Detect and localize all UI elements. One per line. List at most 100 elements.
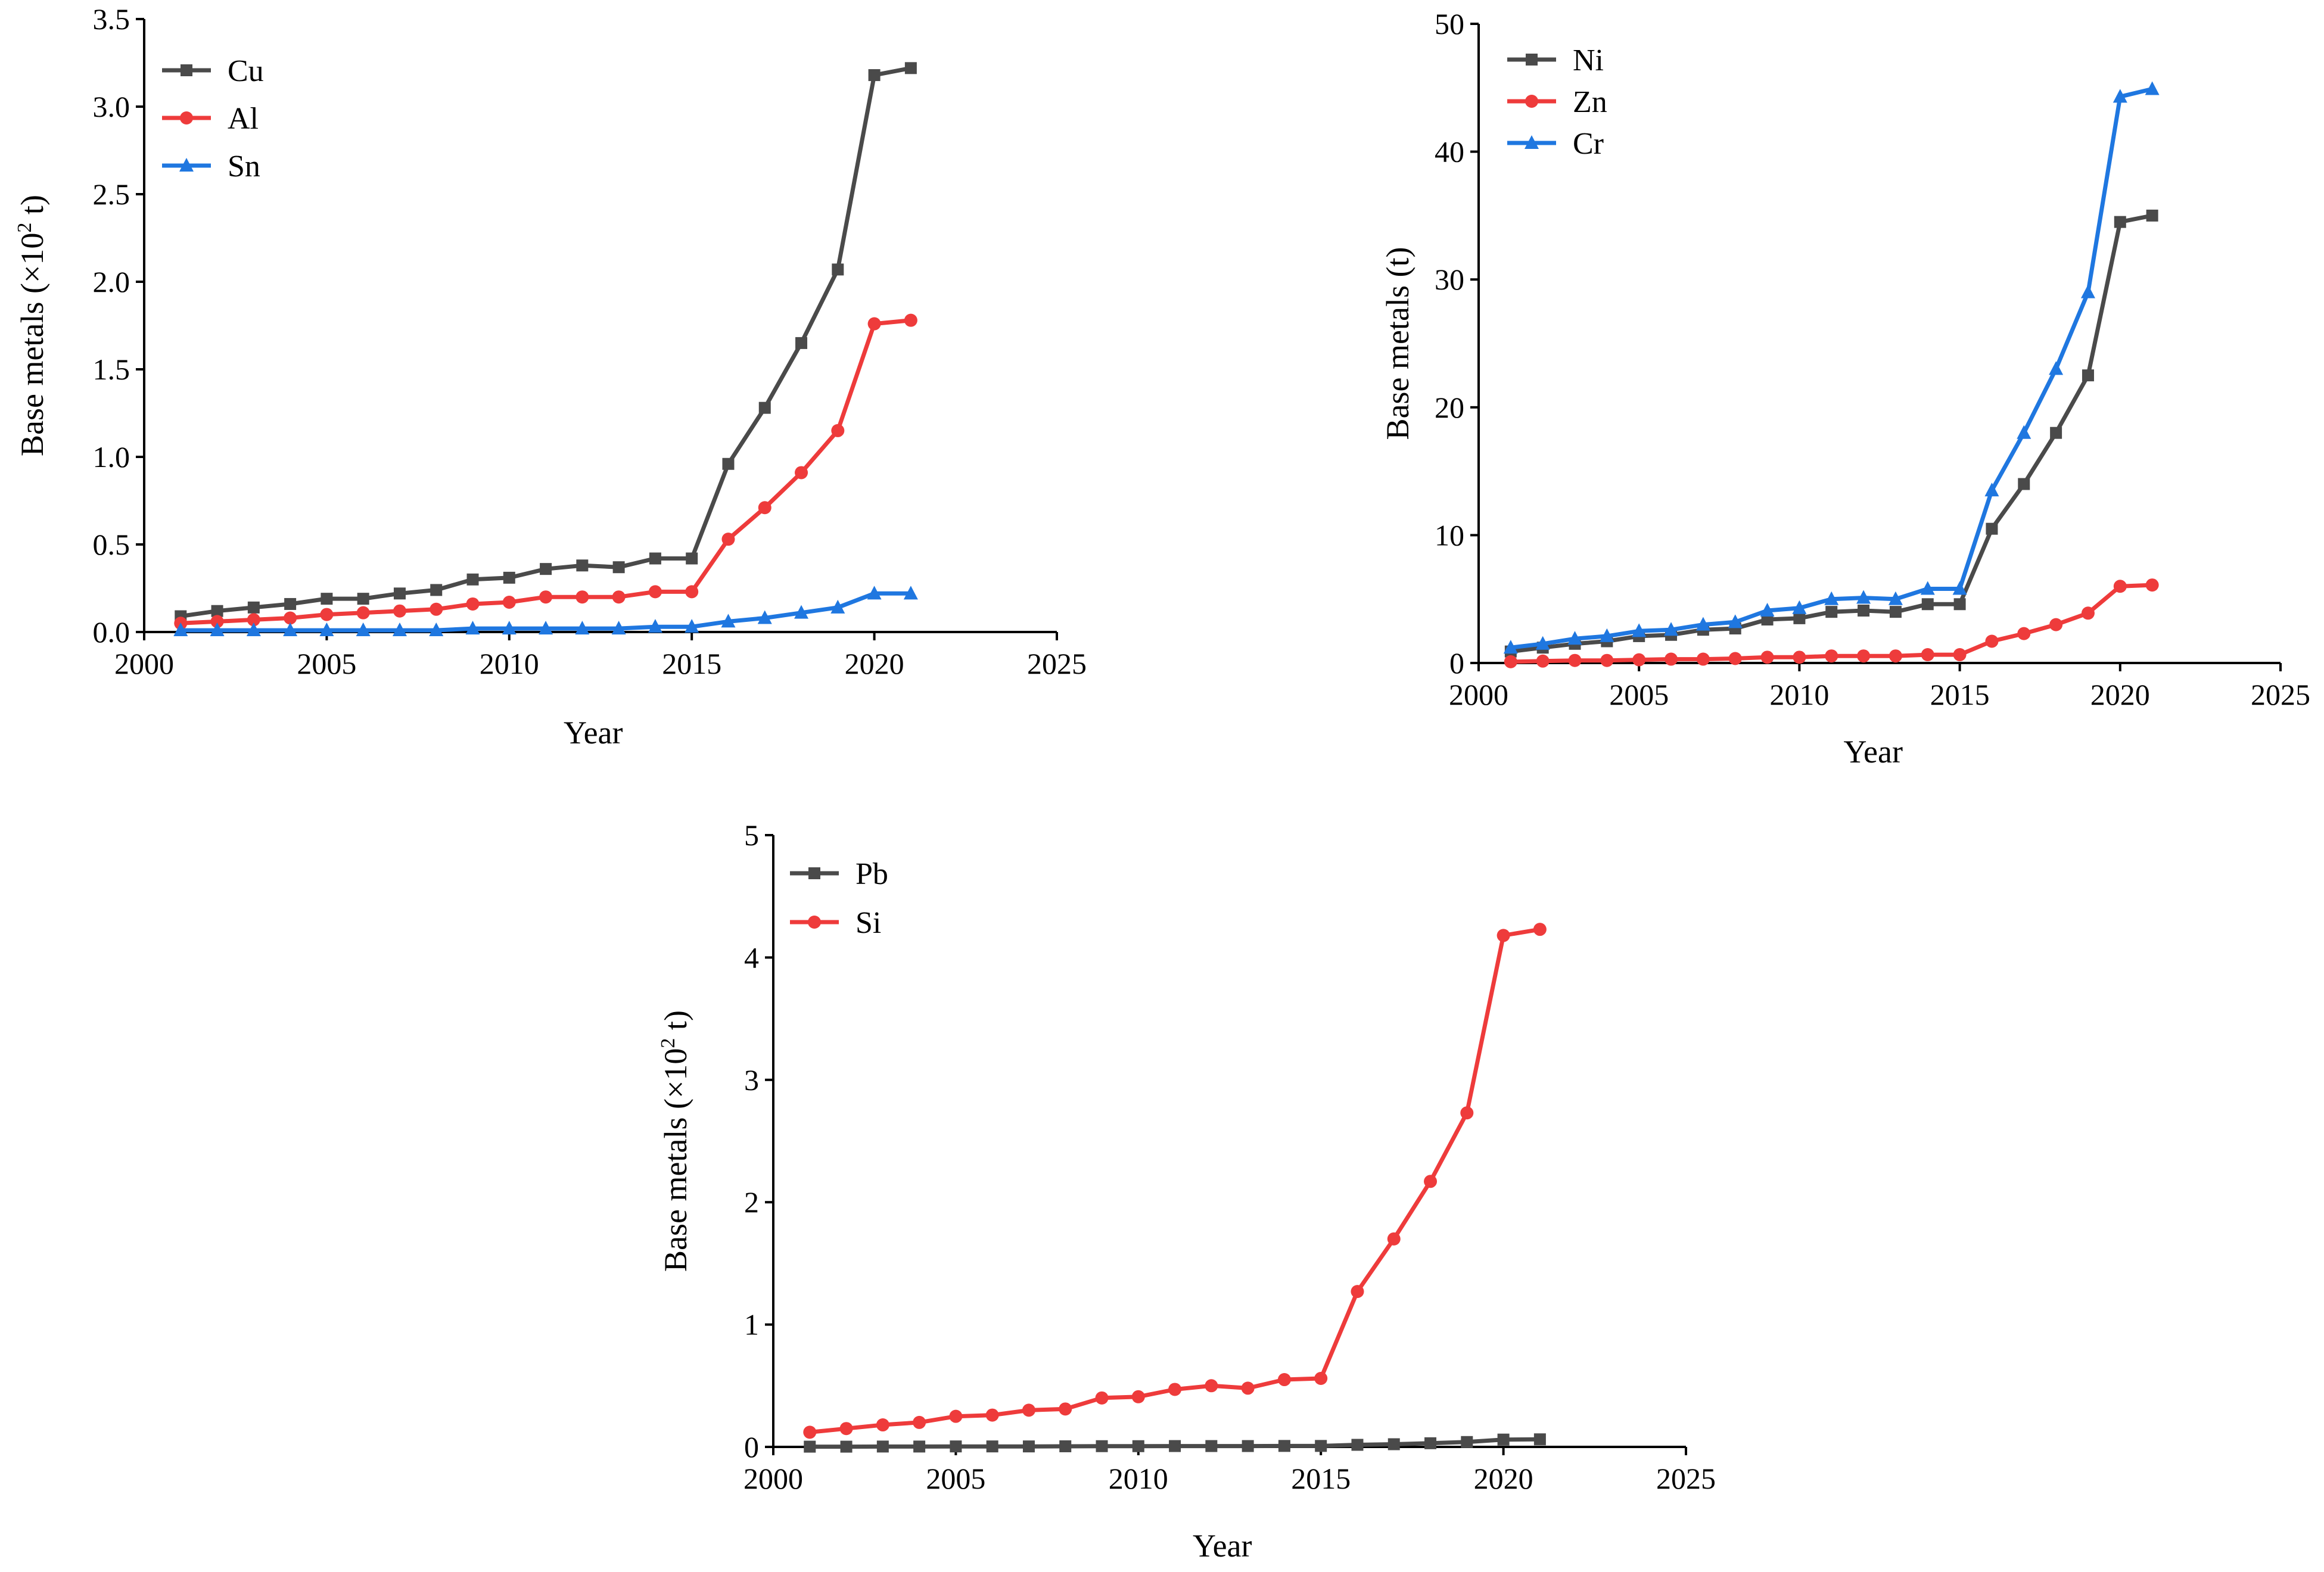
point-al xyxy=(430,602,443,616)
point-pb xyxy=(1424,1437,1437,1449)
y-axis-title: Base metals (t) xyxy=(1380,247,1415,440)
y-tick-label: 0 xyxy=(1449,646,1464,680)
point-cu xyxy=(758,401,771,414)
y-tick-label: 0.5 xyxy=(93,528,130,561)
legend-label-cu: Cu xyxy=(228,54,264,88)
point-zn xyxy=(1536,654,1550,668)
point-cr xyxy=(1695,617,1710,631)
legend-label-al: Al xyxy=(228,102,259,136)
point-si xyxy=(1460,1106,1474,1120)
x-tick-label: 2000 xyxy=(114,647,174,680)
point-cr xyxy=(1824,591,1839,605)
point-cu xyxy=(722,457,735,470)
point-al xyxy=(247,613,260,627)
point-al xyxy=(502,596,516,609)
point-pb xyxy=(1205,1440,1218,1452)
point-zn xyxy=(2081,606,2095,620)
y-tick-label: 1.0 xyxy=(93,440,130,474)
x-tick-label: 2015 xyxy=(1930,678,1990,711)
point-cr xyxy=(1760,603,1775,617)
legend-marker-pb xyxy=(808,867,820,879)
point-cu xyxy=(649,552,661,565)
point-zn xyxy=(1665,652,1678,666)
point-pb xyxy=(1461,1436,1473,1448)
point-pb xyxy=(840,1440,853,1453)
point-zn xyxy=(1953,648,1967,662)
point-si xyxy=(803,1425,817,1439)
point-sn xyxy=(429,622,444,637)
point-cr xyxy=(2017,425,2031,439)
point-zn xyxy=(1793,650,1806,664)
point-sn xyxy=(830,599,845,614)
point-cr xyxy=(1888,591,1903,605)
point-cu xyxy=(686,552,698,565)
x-axis-title: Year xyxy=(564,715,623,751)
point-sn xyxy=(246,622,261,637)
y-tick-label: 10 xyxy=(1435,518,1464,552)
x-axis-title: Year xyxy=(1193,1528,1252,1564)
x-tick-label: 2005 xyxy=(926,1462,985,1495)
point-al xyxy=(320,608,334,621)
point-pb xyxy=(950,1440,962,1453)
point-sn xyxy=(794,605,809,619)
point-ni xyxy=(1953,598,1966,611)
point-si xyxy=(1022,1403,1035,1417)
point-cu xyxy=(503,571,515,584)
y-tick-label: 2.5 xyxy=(93,178,130,211)
point-cr xyxy=(2113,89,2127,103)
point-al xyxy=(575,590,589,604)
point-cu xyxy=(393,587,406,600)
x-tick-label: 2010 xyxy=(480,647,539,680)
point-si xyxy=(949,1409,963,1423)
legend-marker-cr xyxy=(1525,135,1539,149)
point-cu xyxy=(795,337,808,349)
point-sn xyxy=(867,586,882,600)
x-axis-title: Year xyxy=(1843,734,1903,770)
y-tick-label: 5 xyxy=(744,818,759,852)
y-tick-label: 1 xyxy=(744,1308,759,1341)
point-si xyxy=(1205,1379,1218,1393)
y-tick-label: 2.0 xyxy=(93,265,130,298)
legend-marker-sn xyxy=(179,158,194,172)
point-cu xyxy=(832,263,844,276)
y-tick-label: 2 xyxy=(744,1185,759,1219)
y-axis-title: Base metals (×102 t) xyxy=(657,1010,693,1272)
y-tick-label: 1.5 xyxy=(93,353,130,386)
point-pb xyxy=(876,1440,889,1453)
point-sn xyxy=(465,621,480,635)
point-al xyxy=(648,585,662,599)
point-al xyxy=(758,501,771,515)
point-zn xyxy=(1696,652,1710,666)
y-tick-label: 4 xyxy=(744,941,759,974)
point-cu xyxy=(904,62,917,74)
point-al xyxy=(795,466,808,480)
point-zn xyxy=(1600,653,1614,667)
point-pb xyxy=(1351,1439,1364,1451)
legend-label-pb: Pb xyxy=(855,857,888,891)
point-sn xyxy=(392,622,407,637)
y-axis-title: Base metals (×102 t) xyxy=(14,195,50,456)
point-si xyxy=(1314,1371,1328,1385)
y-tick-label: 0 xyxy=(744,1430,759,1464)
point-zn xyxy=(2049,618,2063,631)
y-tick-label: 40 xyxy=(1435,135,1464,169)
point-cr xyxy=(1567,631,1582,645)
point-ni xyxy=(2082,369,2094,382)
legend-label-zn: Zn xyxy=(1573,85,1607,119)
point-al xyxy=(393,604,406,618)
point-si xyxy=(839,1422,853,1436)
point-cr xyxy=(1600,628,1614,642)
chart-panel-3: 2000 2005 2010 2015 2020 2025 0 1 2 3 4 5 Year Base m… xyxy=(657,818,1716,1564)
legend-label-sn: Sn xyxy=(228,150,260,183)
point-si xyxy=(1277,1373,1291,1387)
point-al xyxy=(685,585,699,599)
x-tick-label: 2000 xyxy=(743,1462,803,1495)
legend-marker-si xyxy=(808,916,821,929)
point-cr xyxy=(1952,581,1967,595)
x-tick-label: 2010 xyxy=(1109,1462,1168,1495)
point-sn xyxy=(356,622,371,637)
point-pb xyxy=(1278,1440,1290,1452)
point-zn xyxy=(2017,627,2031,640)
legend: Cu Al Sn xyxy=(162,54,264,183)
point-pb xyxy=(1315,1440,1327,1452)
